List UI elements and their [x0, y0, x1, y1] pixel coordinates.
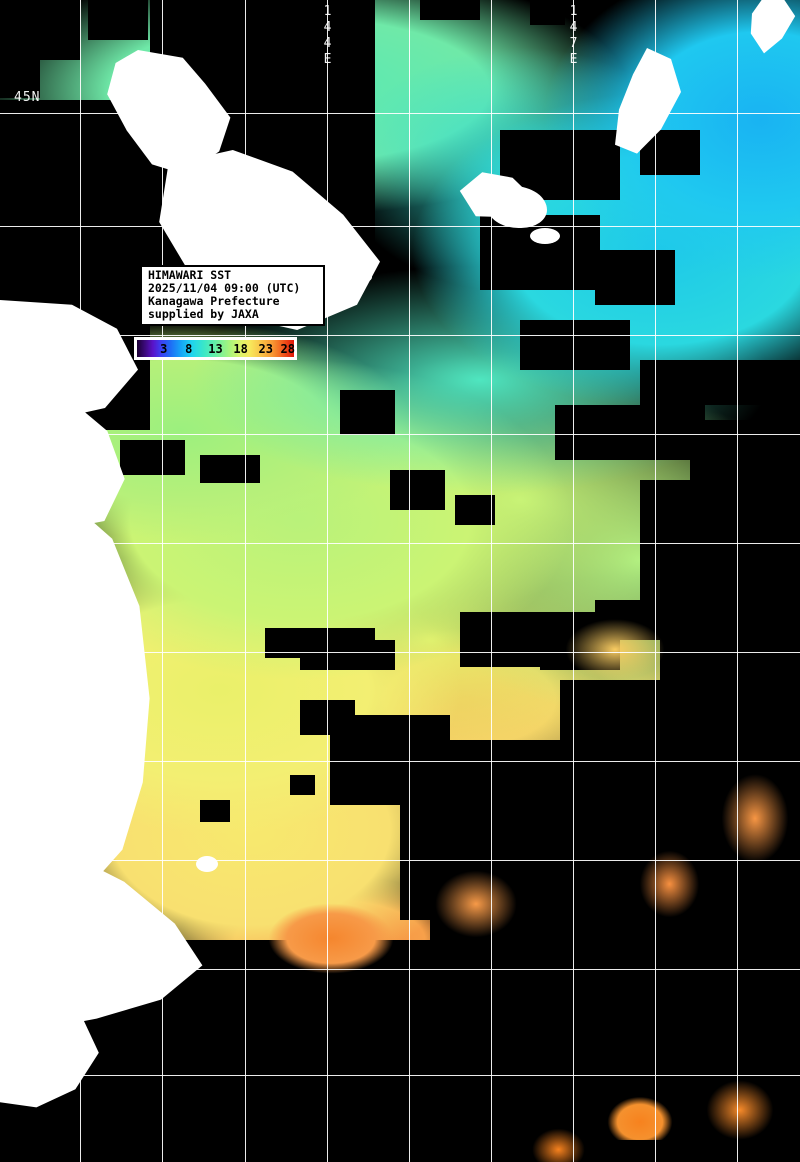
cloud-mask [200, 455, 260, 483]
grid-line-vertical [737, 0, 738, 1162]
sst-warm-patch [520, 1100, 590, 1162]
cloud-mask [595, 250, 675, 305]
legend-card: HIMAWARI SST 2025/11/04 09:00 (UTC) Kana… [140, 265, 325, 326]
cloud-mask [0, 0, 18, 12]
cloud-mask [455, 495, 495, 525]
legend-region: Kanagawa Prefecture [148, 294, 280, 308]
colorbar-gradient: 3 8 13 18 23 28 [137, 340, 295, 357]
landmass-island-small [40, 540, 56, 552]
grid-line-horizontal [0, 860, 800, 861]
longitude-label-147e: 147E [566, 4, 581, 68]
grid-line-horizontal [0, 1075, 800, 1076]
grid-line-vertical [573, 0, 574, 1162]
landmass-island-small [10, 890, 34, 908]
colorbar-tick-8: 8 [185, 341, 193, 356]
grid-line-horizontal [0, 113, 800, 114]
grid-line-vertical [245, 0, 246, 1162]
legend-source: supplied by JAXA [148, 307, 259, 321]
cloud-mask [300, 640, 395, 670]
grid-line-vertical [80, 0, 81, 1162]
grid-line-horizontal [0, 761, 800, 762]
grid-line-vertical [655, 0, 656, 1162]
cloud-mask [555, 405, 705, 460]
colorbar-tick-28: 28 [280, 341, 295, 356]
sst-warm-patch [555, 600, 705, 710]
landmass-island-small [62, 520, 82, 534]
cloud-mask [340, 390, 395, 435]
grid-line-vertical [162, 0, 163, 1162]
grid-line-horizontal [0, 335, 800, 336]
grid-line-horizontal [0, 969, 800, 970]
cloud-mask [690, 420, 800, 480]
grid-line-vertical [327, 0, 328, 1162]
cloud-mask [88, 0, 148, 40]
cloud-mask [290, 775, 315, 795]
cloud-mask [480, 215, 600, 290]
sst-warm-patch [620, 830, 730, 950]
grid-line-vertical [409, 0, 410, 1162]
landmass-small-island [340, 262, 358, 274]
grid-line-horizontal [0, 226, 800, 227]
legend-datetime: 2025/11/04 09:00 (UTC) [148, 281, 301, 295]
cloud-mask [390, 470, 445, 510]
legend-title: HIMAWARI SST [148, 268, 232, 282]
cloud-mask [420, 0, 480, 20]
colorbar-tick-3: 3 [160, 341, 168, 356]
cloud-mask [0, 58, 40, 98]
grid-line-horizontal [0, 434, 800, 435]
cloud-mask [640, 360, 800, 405]
colorbar-tick-23: 23 [258, 341, 273, 356]
sst-warm-patch [600, 1080, 680, 1140]
colorbar-frame: 3 8 13 18 23 28 [134, 337, 297, 360]
latitude-label-45n: 45N [14, 90, 41, 105]
cloud-mask [640, 480, 800, 600]
cloud-mask [530, 0, 565, 25]
landmass-small-island [530, 228, 560, 244]
landmass-island-small [196, 856, 218, 872]
grid-line-vertical [491, 0, 492, 1162]
grid-line-horizontal [0, 652, 800, 653]
sst-warm-patch [700, 1060, 800, 1160]
longitude-label-144e: 144E [320, 4, 335, 68]
grid-line-horizontal [0, 543, 800, 544]
cloud-mask [200, 800, 230, 822]
cloud-mask [520, 320, 630, 370]
cloud-mask [120, 440, 185, 475]
colorbar-tick-18: 18 [233, 341, 248, 356]
landmass-kuril-island [487, 186, 547, 228]
landmass-small-island [358, 272, 372, 282]
colorbar-tick-13: 13 [208, 341, 223, 356]
sst-warm-patch [250, 900, 430, 1010]
sst-warm-patch [420, 860, 560, 970]
